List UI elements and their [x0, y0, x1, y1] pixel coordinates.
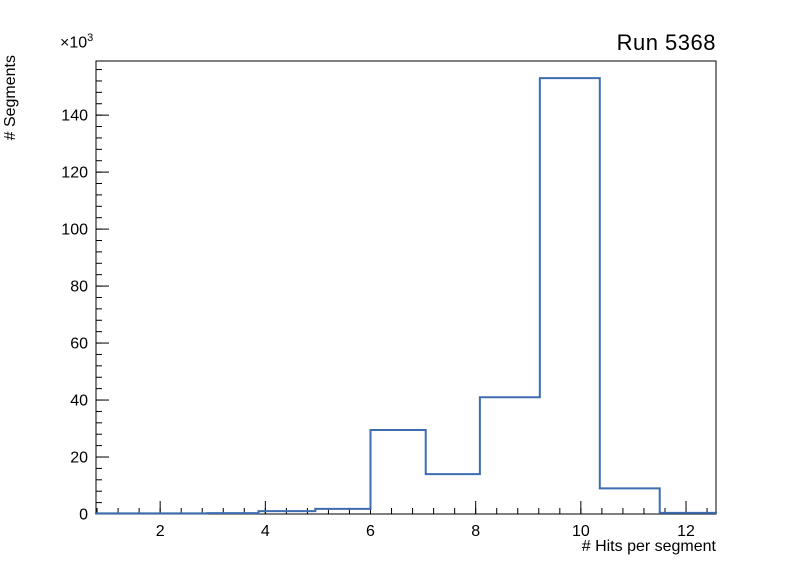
y-power-prefix: ×10: [60, 34, 88, 52]
y-tick-label: 140: [61, 108, 88, 125]
x-axis-label: # Hits per segment: [581, 538, 716, 555]
x-tick-label: 6: [366, 523, 375, 540]
x-tick-label: 12: [677, 523, 695, 540]
y-power-exponent: 3: [87, 32, 94, 44]
y-tick-label: 120: [61, 165, 88, 182]
y-tick-label: 60: [70, 336, 88, 353]
histogram-line: [95, 77, 717, 515]
chart-title: Run 5368: [616, 30, 716, 55]
y-tick-label: 100: [61, 222, 88, 239]
y-axis-label: # Segments: [2, 55, 19, 141]
y-tick-label: 0: [79, 507, 88, 524]
y-tick-label: 20: [70, 450, 88, 467]
x-tick-label: 10: [572, 523, 590, 540]
x-tick-label: 8: [471, 523, 480, 540]
y-tick-label: 80: [70, 279, 88, 296]
y-axis-power-label: ×103: [60, 32, 93, 52]
x-tick-label: 4: [261, 523, 270, 540]
x-tick-label: 2: [156, 523, 165, 540]
plot-frame: [95, 60, 717, 515]
y-tick-label: 40: [70, 393, 88, 410]
